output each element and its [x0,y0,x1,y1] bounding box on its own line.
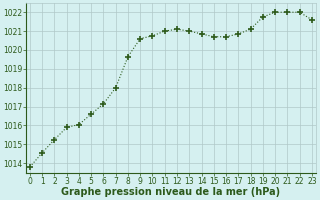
X-axis label: Graphe pression niveau de la mer (hPa): Graphe pression niveau de la mer (hPa) [61,187,280,197]
